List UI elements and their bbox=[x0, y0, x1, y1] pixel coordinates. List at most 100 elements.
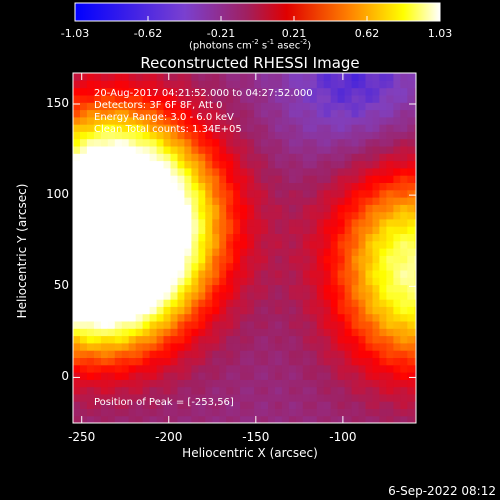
heatmap-cell bbox=[191, 145, 199, 154]
heatmap-cell bbox=[254, 131, 262, 140]
heatmap-cell bbox=[379, 379, 387, 388]
heatmap-cell bbox=[316, 124, 325, 132]
heatmap-cell bbox=[400, 145, 408, 154]
heatmap-cell bbox=[358, 408, 367, 417]
heatmap-cell bbox=[323, 306, 332, 315]
heatmap-cell bbox=[135, 109, 144, 118]
heatmap-cell bbox=[358, 87, 367, 96]
heatmap-cell bbox=[344, 175, 353, 183]
heatmap-cell bbox=[198, 335, 206, 344]
heatmap-cell bbox=[212, 109, 220, 118]
heatmap-cell bbox=[135, 211, 144, 220]
heatmap-cell bbox=[288, 211, 297, 220]
heatmap-cell bbox=[344, 124, 353, 132]
heatmap-cell bbox=[149, 131, 158, 140]
heatmap-cell bbox=[73, 284, 81, 293]
heatmap-cell bbox=[400, 291, 408, 300]
heatmap-cell bbox=[268, 80, 276, 89]
heatmap-cell bbox=[198, 175, 206, 183]
heatmap-cell bbox=[281, 197, 290, 205]
heatmap-cell bbox=[163, 240, 172, 249]
heatmap-cell bbox=[309, 240, 318, 249]
footer-date: 6-Sep-2022 08:12 bbox=[388, 484, 496, 498]
heatmap-cell bbox=[344, 233, 353, 242]
heatmap-cell bbox=[330, 306, 339, 315]
heatmap-cell bbox=[365, 306, 374, 315]
heatmap-cell bbox=[358, 131, 367, 140]
heatmap-cell bbox=[80, 255, 88, 264]
heatmap-cell bbox=[135, 357, 144, 366]
heatmap-cell bbox=[233, 408, 241, 417]
heatmap-cell bbox=[156, 372, 165, 380]
heatmap-cell bbox=[268, 182, 276, 191]
heatmap-cell bbox=[365, 167, 374, 176]
heatmap-cell bbox=[281, 102, 290, 111]
heatmap-cell bbox=[191, 131, 199, 140]
heatmap-cell bbox=[275, 87, 283, 96]
heatmap-cell bbox=[379, 131, 387, 140]
heatmap-cell bbox=[114, 386, 123, 395]
heatmap-cell bbox=[73, 109, 81, 118]
heatmap-cell bbox=[281, 350, 290, 358]
heatmap-cell bbox=[177, 364, 186, 373]
heatmap-cell bbox=[261, 408, 269, 417]
heatmap-cell bbox=[372, 328, 381, 337]
heatmap-cell bbox=[393, 102, 401, 111]
heatmap-cell bbox=[198, 73, 206, 81]
heatmap-cell bbox=[365, 131, 374, 140]
heatmap-cell bbox=[316, 313, 325, 322]
heatmap-cell bbox=[191, 357, 199, 366]
heatmap-cell bbox=[288, 262, 297, 271]
heatmap-cell bbox=[275, 328, 283, 337]
heatmap-cell bbox=[163, 138, 172, 147]
heatmap-cell bbox=[205, 80, 213, 89]
heatmap-cell bbox=[379, 248, 387, 256]
heatmap-cell bbox=[198, 182, 206, 191]
heatmap-cell bbox=[254, 226, 262, 234]
heatmap-cell bbox=[191, 284, 199, 293]
heatmap-cell bbox=[205, 204, 213, 213]
heatmap-cell bbox=[142, 357, 151, 366]
heatmap-cell bbox=[121, 218, 130, 227]
colorbar-tick-label: -0.21 bbox=[206, 27, 236, 40]
heatmap-cell bbox=[107, 138, 116, 147]
heatmap-cell bbox=[288, 189, 297, 198]
heatmap-cell bbox=[142, 320, 151, 329]
heatmap-cell bbox=[372, 175, 381, 183]
heatmap-cell bbox=[288, 284, 297, 293]
heatmap-cell bbox=[407, 291, 415, 300]
heatmap-cell bbox=[170, 335, 179, 344]
heatmap-cell bbox=[114, 284, 123, 293]
heatmap-cell bbox=[400, 94, 408, 103]
heatmap-cell bbox=[281, 269, 290, 278]
heatmap-cell bbox=[344, 328, 353, 337]
heatmap-cell bbox=[100, 277, 109, 286]
heatmap-cell bbox=[330, 87, 339, 96]
heatmap-cell bbox=[86, 401, 95, 409]
heatmap-cell bbox=[309, 204, 318, 213]
heatmap-cell bbox=[261, 109, 269, 118]
heatmap-cell bbox=[219, 211, 227, 220]
heatmap-cell bbox=[184, 226, 192, 234]
heatmap-cell bbox=[198, 102, 206, 111]
heatmap-cell bbox=[80, 124, 88, 132]
heatmap-cell bbox=[121, 284, 130, 293]
heatmap-cell bbox=[254, 342, 262, 351]
heatmap-cell bbox=[386, 408, 394, 417]
heatmap-cell bbox=[407, 240, 415, 249]
heatmap-cell bbox=[121, 153, 130, 162]
heatmap-cell bbox=[233, 226, 241, 234]
heatmap-cell bbox=[393, 182, 401, 191]
heatmap-cell bbox=[114, 73, 123, 81]
y-tick-label: 100 bbox=[46, 187, 69, 202]
heatmap-cell bbox=[330, 167, 339, 176]
heatmap-cell bbox=[323, 197, 332, 205]
heatmap-cell bbox=[100, 116, 109, 125]
heatmap-cell bbox=[379, 153, 387, 162]
heatmap-cell bbox=[156, 189, 165, 198]
heatmap-cell bbox=[219, 328, 227, 337]
heatmap-cell bbox=[93, 102, 102, 111]
heatmap-cell bbox=[414, 313, 416, 322]
heatmap-cell bbox=[100, 211, 109, 220]
heatmap-cell bbox=[149, 386, 158, 395]
